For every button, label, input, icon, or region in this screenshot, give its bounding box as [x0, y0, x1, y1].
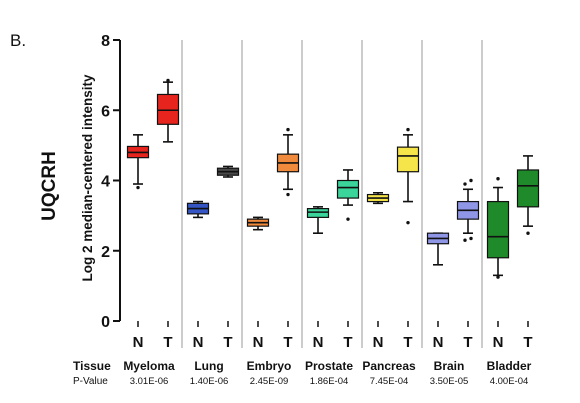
box-iqr — [336, 179, 360, 199]
y-tick-label: 6 — [101, 103, 110, 120]
tissue-name-label: Pancreas — [362, 359, 416, 373]
outlier-point — [406, 220, 410, 225]
x-tick-label: N — [133, 334, 144, 351]
y-tick-label: 8 — [101, 33, 110, 50]
tissue-name-label: Embryo — [247, 359, 292, 373]
x-tick-label: T — [283, 334, 292, 351]
tissue-labels: Myeloma 3.01E-06 Lung 1.40E-06 Embryo 2.45E-0… — [123, 359, 531, 387]
box-iqr — [486, 200, 510, 259]
y-axis: 0 2 4 6 8 — [101, 33, 121, 331]
x-tick-label: N — [373, 334, 384, 351]
outlier-point — [496, 275, 500, 279]
x-tick-label: T — [403, 334, 412, 351]
box-brain-t — [456, 178, 480, 242]
tissue-name-label: Lung — [194, 359, 223, 373]
tissue-pvalue-label: 3.01E-06 — [130, 376, 169, 387]
x-tick-label: T — [163, 334, 172, 351]
y-tick-label: 0 — [101, 314, 110, 331]
outlier-point — [286, 192, 290, 197]
box-iqr — [516, 169, 540, 208]
y-axis-label: Log 2 median-centered intensity — [80, 74, 95, 282]
outlier-point — [286, 127, 290, 132]
x-tick-label: N — [193, 334, 204, 351]
x-tick-label: T — [523, 334, 532, 351]
x-tick-label: T — [343, 334, 352, 351]
box-series — [126, 78, 540, 279]
outlier-point — [166, 78, 170, 83]
tissue-pvalue-label: 2.45E-09 — [250, 376, 289, 387]
y-tick-label: 2 — [101, 244, 110, 261]
outlier-point — [346, 217, 350, 221]
box-myeloma-n — [126, 134, 150, 190]
outlier-point — [463, 238, 467, 242]
pvalue-row-label: P-Value — [73, 376, 108, 387]
tissue-pvalue-label: 7.45E-04 — [370, 376, 409, 387]
box-brain-n — [426, 232, 450, 266]
x-tick-label: N — [313, 334, 324, 351]
x-tick-label: N — [433, 334, 444, 351]
gene-label: UQCRH — [39, 151, 60, 221]
tissue-pvalue-label: 1.86E-04 — [310, 376, 349, 387]
box-lung-t — [216, 165, 240, 178]
tissue-pvalue-label: 3.50E-05 — [430, 376, 469, 387]
box-bladder-n — [486, 177, 510, 279]
y-tick-label: 4 — [101, 174, 110, 191]
box-iqr — [396, 146, 420, 173]
outlier-point — [469, 236, 473, 241]
box-bladder-t — [516, 155, 540, 235]
tissue-row-label: Tissue — [73, 359, 111, 373]
x-tick-label: N — [253, 334, 264, 351]
box-myeloma-t — [156, 78, 180, 143]
box-iqr — [156, 93, 180, 125]
x-tick-label: T — [223, 334, 232, 351]
box-lung-n — [186, 200, 210, 219]
x-tick-label: T — [463, 334, 472, 351]
tissue-name-label: Brain — [434, 359, 465, 373]
tissue-separators — [181, 40, 483, 348]
outlier-point — [496, 177, 500, 181]
outlier-point — [136, 185, 140, 190]
box-prostate-n — [306, 206, 330, 234]
outlier-point — [469, 178, 473, 183]
outlier-point — [526, 231, 530, 235]
box-pancreas-t — [396, 127, 420, 225]
tissue-name-label: Myeloma — [123, 359, 175, 373]
tissue-pvalue-label: 4.00E-04 — [490, 376, 529, 387]
box-embryo-n — [246, 216, 270, 231]
tissue-name-label: Prostate — [305, 359, 353, 373]
box-embryo-t — [276, 127, 300, 197]
outlier-point — [406, 127, 410, 132]
box-iqr — [306, 208, 330, 218]
x-tick-label: N — [493, 334, 504, 351]
tissue-pvalue-label: 1.40E-06 — [190, 376, 229, 387]
box-prostate-t — [336, 169, 360, 221]
panel-label: B. — [10, 31, 26, 50]
tissue-name-label: Bladder — [487, 359, 532, 373]
outlier-point — [463, 182, 467, 186]
box-pancreas-n — [366, 191, 390, 205]
